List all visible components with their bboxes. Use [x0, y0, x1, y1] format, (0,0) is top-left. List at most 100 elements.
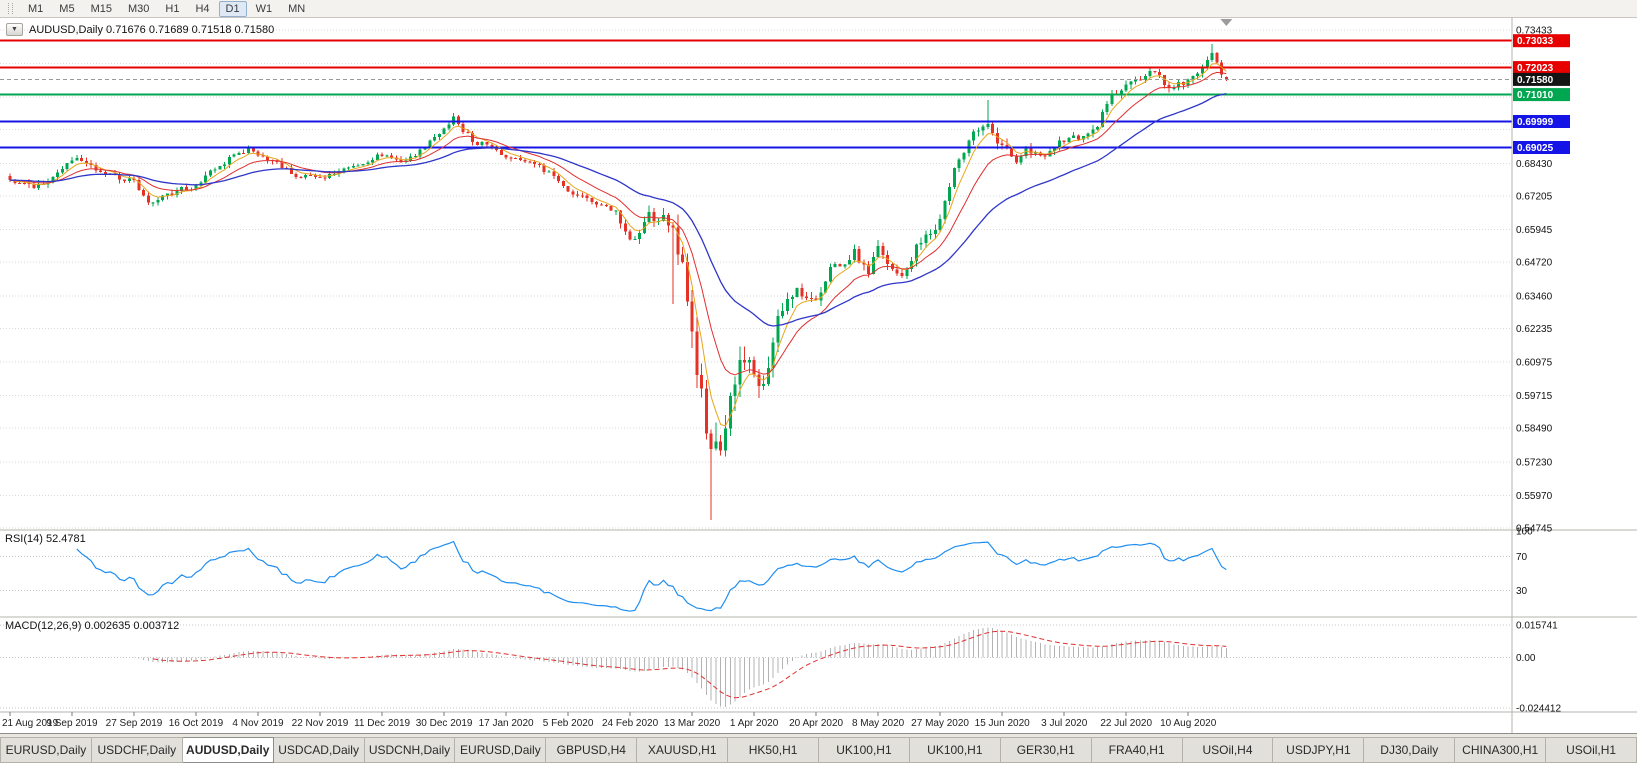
chart-tab-hk50-h1[interactable]: HK50,H1 [728, 737, 820, 763]
price-scale-label: 0.54745 [1516, 524, 1553, 535]
timeframe-button-d1[interactable]: D1 [218, 0, 247, 17]
timeframe-button-m15[interactable]: M15 [90, 2, 112, 15]
chart-tab-usdchf-daily[interactable]: USDCHF,Daily [91, 737, 183, 763]
chart-tab-eurusd-daily[interactable]: EURUSD,Daily [455, 737, 547, 763]
price-badge-support-line-green: 0.71010 [1513, 88, 1570, 102]
timeframe-button-h1[interactable]: H1 [165, 2, 180, 15]
date-label: 11 Dec 2019 [354, 718, 410, 729]
timeframe-button-m5[interactable]: M5 [59, 2, 75, 15]
date-label: 9 Sep 2019 [46, 718, 98, 729]
chart-background [0, 18, 1637, 733]
chart-tab-xauusd-h1[interactable]: XAUUSD,H1 [637, 737, 729, 763]
price-scale[interactable]: 0.73433 0.68430 0.67205 0.65945 0.64720 0.634… [1513, 26, 1570, 535]
svg-text:0.72023: 0.72023 [1517, 63, 1554, 74]
chart-tab-gbpusd-h4[interactable]: GBPUSD,H4 [546, 737, 638, 763]
rsi-line [76, 540, 1227, 612]
one-click-trading-expand-button[interactable]: ▼ [6, 23, 23, 36]
svg-text:0.69999: 0.69999 [1517, 117, 1554, 128]
price-scale-label: 0.62235 [1516, 324, 1553, 335]
date-label: 20 Apr 2020 [789, 718, 843, 729]
price-badge-resistance-line-2: 0.72023 [1513, 61, 1570, 75]
macd-label: MACD(12,26,9) 0.002635 0.003712 [5, 620, 179, 632]
toolbar-grip-handle[interactable] [8, 3, 13, 14]
chart-tab-usoil-h4[interactable]: USOil,H4 [1182, 737, 1274, 763]
price-scale-label: 0.63460 [1516, 291, 1553, 302]
date-label: 8 May 2020 [852, 718, 905, 729]
date-label: 3 Jul 2020 [1041, 718, 1088, 729]
date-label: 30 Dec 2019 [416, 718, 473, 729]
price-scale-label: 0.65945 [1516, 225, 1553, 236]
price-scale-label: 0.67205 [1516, 192, 1553, 203]
chart-tab-ger30-h1[interactable]: GER30,H1 [1000, 737, 1092, 763]
date-label: 10 Aug 2020 [1160, 718, 1217, 729]
chart-tab-usoil-h1[interactable]: USOil,H1 [1546, 737, 1637, 763]
price-grid [0, 29, 1512, 529]
timeframe-toolbar: M1 M5 M15 M30 H1 H4 D1 W1 MN [0, 0, 1637, 18]
chart-tab-dj30-daily[interactable]: DJ30,Daily [1364, 737, 1456, 763]
price-scale-label: 0.64720 [1516, 258, 1553, 269]
rsi-scale-label: 100 [1516, 527, 1533, 538]
rsi-scale-label: 30 [1516, 586, 1528, 597]
date-label: 24 Feb 2020 [602, 718, 659, 729]
svg-text:0.71010: 0.71010 [1517, 90, 1554, 101]
timeframe-button-m30[interactable]: M30 [127, 2, 150, 15]
date-label: 22 Nov 2019 [292, 718, 349, 729]
timeframe-button-mn[interactable]: MN [288, 2, 306, 15]
date-label: 15 Jun 2020 [975, 718, 1030, 729]
svg-text:0.71580: 0.71580 [1517, 75, 1554, 86]
chart-tab-usdjpy-h1[interactable]: USDJPY,H1 [1273, 737, 1365, 763]
price-badge-current-price: 0.71580 [1513, 72, 1570, 86]
macd-panel: MACD(12,26,9) 0.002635 0.003712 0.015741 0… [0, 620, 1561, 715]
timeframe-buttons: M1 M5 M15 M30 H1 H4 D1 W1 MN [21, 0, 312, 17]
chart-tabs-bar: EURUSD,Daily USDCHF,Daily AUDUSD,Daily USDC… [0, 733, 1637, 763]
chart-tab-usdcnh-daily[interactable]: USDCNH,Daily [364, 737, 456, 763]
macd-scale-zero-label: 0.00 [1516, 653, 1536, 664]
chart-tab-audusd-daily[interactable]: AUDUSD,Daily [182, 737, 274, 763]
ma-fast-line [9, 63, 1227, 427]
ma-slow-line [9, 93, 1227, 327]
price-scale-label: 0.57230 [1516, 457, 1553, 468]
date-label: 22 Jul 2020 [1100, 718, 1152, 729]
rsi-panel: RSI(14) 52.4781 100 70 30 [0, 527, 1533, 612]
svg-text:0.73033: 0.73033 [1517, 36, 1554, 47]
price-badge-support-line-blue-2: 0.69025 [1513, 141, 1570, 154]
date-label: 21 Aug 2019 [2, 718, 59, 729]
macd-scale-min-label: -0.024412 [1516, 704, 1561, 715]
macd-scale-max-label: 0.015741 [1516, 621, 1558, 632]
price-scale-label: 0.68430 [1516, 159, 1553, 170]
macd-histogram [133, 627, 1227, 707]
price-badge-resistance-line-1: 0.73033 [1513, 34, 1570, 48]
date-label: 13 Mar 2020 [664, 718, 721, 729]
date-label: 27 May 2020 [911, 718, 969, 729]
chart-tab-fra40-h1[interactable]: FRA40,H1 [1091, 737, 1183, 763]
chart-shift-marker[interactable] [1220, 19, 1233, 26]
svg-text:0.69025: 0.69025 [1517, 143, 1554, 154]
price-scale-label: 0.73433 [1516, 26, 1553, 37]
date-label: 27 Sep 2019 [106, 718, 163, 729]
price-scale-label: 0.58490 [1516, 424, 1553, 435]
price-badge-support-line-blue-1: 0.69999 [1513, 115, 1570, 128]
date-label: 16 Oct 2019 [169, 718, 224, 729]
rsi-scale-label: 70 [1516, 552, 1528, 563]
date-label: 5 Feb 2020 [543, 718, 594, 729]
chart-window: RSI(14) 52.4781 100 70 30 MACD(12,26,9) 0.00… [0, 18, 1637, 733]
date-label: 17 Jan 2020 [479, 718, 534, 729]
price-scale-label: 0.59715 [1516, 391, 1553, 402]
date-label: 1 Apr 2020 [730, 718, 779, 729]
macd-signal-line [153, 630, 1227, 699]
chart-canvas[interactable]: RSI(14) 52.4781 100 70 30 MACD(12,26,9) 0.00… [0, 18, 1637, 733]
price-scale-label: 0.60975 [1516, 358, 1553, 369]
timeframe-button-w1[interactable]: W1 [255, 2, 273, 15]
chart-tab-uk100-h1[interactable]: UK100,H1 [819, 737, 910, 763]
chart-tab-eurusd-daily[interactable]: EURUSD,Daily [0, 737, 92, 763]
chart-tab-china300-h1[interactable]: CHINA300,H1 [1455, 737, 1547, 763]
rsi-label: RSI(14) 52.4781 [5, 533, 86, 545]
timeframe-button-m1[interactable]: M1 [28, 2, 44, 15]
timeframe-button-h4[interactable]: H4 [195, 2, 210, 15]
chart-tab-usdcad-daily[interactable]: USDCAD,Daily [273, 737, 365, 763]
price-scale-label: 0.55970 [1516, 491, 1553, 502]
date-label: 4 Nov 2019 [232, 718, 284, 729]
chart-tab-uk100-h1[interactable]: UK100,H1 [909, 737, 1001, 763]
